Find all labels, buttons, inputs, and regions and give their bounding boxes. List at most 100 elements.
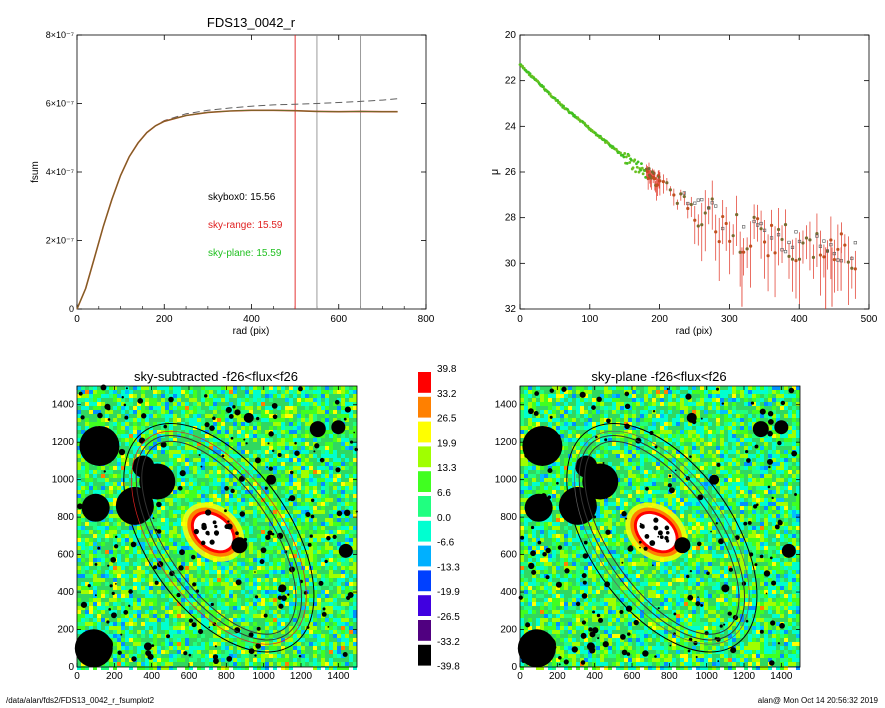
image-pixel [269,446,273,450]
image-pixel [173,646,177,650]
image-pixel [556,406,560,410]
masked-source [343,509,351,517]
mu-model-marker [769,236,774,240]
image-pixel [133,618,137,622]
image-pixel [269,546,273,550]
image-pixel [81,390,85,394]
image-pixel [281,482,285,486]
image-pixel [201,458,205,462]
image-pixel [225,398,229,402]
image-pixel [209,566,213,570]
image-pixel [297,526,301,530]
image-pixel [97,558,101,562]
image-pixel [672,418,676,422]
image-pixel [341,490,345,494]
image-pixel [229,590,233,594]
image-pixel [185,646,189,650]
image-pixel [261,658,265,662]
image-pixel [213,466,217,470]
image-pixel [632,394,636,398]
y-tick-label: 600 [57,550,74,561]
image-pixel [185,570,189,574]
image-pixel [229,650,233,654]
image-pixel [121,618,125,622]
image-pixel [616,418,620,422]
image-pixel [197,426,201,430]
image-pixel [293,618,297,622]
image-pixel [85,602,89,606]
image-pixel [305,458,309,462]
image-pixel [648,418,652,422]
image-pixel [313,558,317,562]
image-pixel [249,538,253,542]
image-pixel [209,654,213,658]
image-pixel [209,446,213,450]
image-pixel [141,650,145,654]
image-pixel [568,418,572,422]
image-pixel [81,586,85,590]
image-pixel [193,458,197,462]
image-pixel [237,598,241,602]
image-pixel [249,626,253,630]
image-pixel [333,618,337,622]
image-pixel [233,558,237,562]
image-pixel [309,454,313,458]
image-pixel [305,562,309,566]
image-pixel [712,402,716,406]
image-pixel [117,594,121,598]
image-pixel [209,650,213,654]
image-pixel [289,482,293,486]
image-pixel [89,590,93,594]
image-pixel [265,490,269,494]
masked-source [234,409,241,416]
image-pixel [297,398,301,402]
image-pixel [121,578,125,582]
image-pixel [105,386,109,390]
image-pixel [688,438,692,442]
image-pixel [225,450,229,454]
image-pixel [253,398,257,402]
image-pixel [588,418,592,422]
image-pixel [149,666,153,670]
image-pixel [241,434,245,438]
image-pixel [113,634,117,638]
image-pixel [221,590,225,594]
image-pixel [121,486,125,490]
image-pixel [129,566,133,570]
image-pixel [257,518,261,522]
image-pixel [205,614,209,618]
image-pixel [285,394,289,398]
masked-source [141,413,147,419]
image-pixel [153,422,157,426]
image-pixel [233,450,237,454]
image-pixel [129,418,133,422]
image-pixel [137,662,141,666]
masked-source [80,415,85,420]
image-pixel [257,534,261,538]
image-pixel [349,390,353,394]
image-pixel [624,418,628,422]
image-pixel [101,534,105,538]
image-pixel [229,662,233,666]
image-pixel [736,430,740,434]
image-pixel [313,650,317,654]
image-pixel [313,454,317,458]
image-pixel [237,486,241,490]
image-pixel [77,666,81,670]
image-pixel [317,574,321,578]
image-pixel [257,566,261,570]
image-pixel [325,598,329,602]
image-pixel [145,422,149,426]
image-pixel [137,546,141,550]
image-pixel [269,498,273,502]
image-pixel [161,510,165,514]
image-pixel [353,458,357,462]
image-pixel [269,410,273,414]
image-pixel [305,430,309,434]
image-pixel [281,566,285,570]
image-pixel [281,638,285,642]
image-pixel [185,414,189,418]
image-pixel [245,654,249,658]
mu-data-point [769,223,774,227]
